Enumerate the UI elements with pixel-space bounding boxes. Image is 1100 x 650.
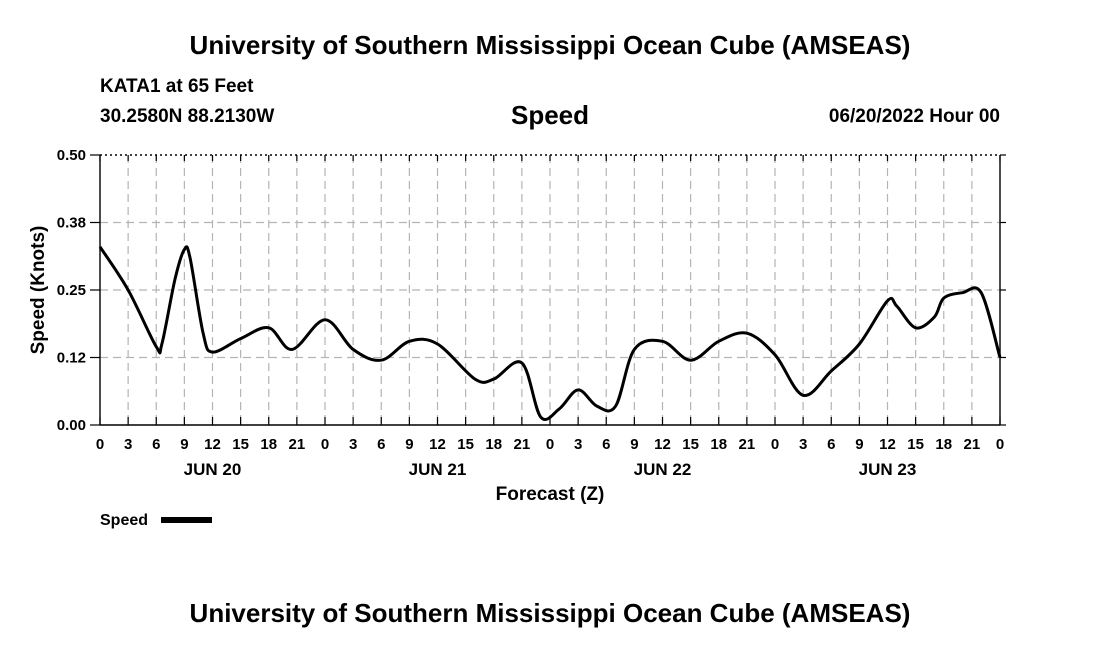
x-tick-label: 12: [429, 436, 446, 453]
y-tick-label: 0.12: [57, 350, 86, 367]
x-tick-label: 9: [180, 436, 188, 453]
x-tick-label: 3: [124, 436, 132, 453]
x-tick-label: 21: [739, 436, 756, 453]
x-tick-label: 3: [799, 436, 807, 453]
x-tick-label: 6: [377, 436, 385, 453]
station-label: KATA1 at 65 Feet: [100, 76, 254, 97]
y-tick-label: 0.38: [57, 215, 86, 232]
x-tick-label: 9: [630, 436, 638, 453]
x-tick-label: 6: [602, 436, 610, 453]
day-label: JUN 22: [634, 460, 692, 479]
x-tick-label: 15: [907, 436, 924, 453]
x-tick-label: 0: [321, 436, 329, 453]
series: [98, 245, 1002, 421]
legend-label: Speed: [100, 512, 148, 529]
day-label: JUN 23: [859, 460, 917, 479]
x-tick-label: 12: [654, 436, 671, 453]
page-title: University of Southern Mississippi Ocean…: [189, 30, 911, 60]
footer-title: University of Southern Mississippi Ocean…: [189, 598, 911, 628]
x-tick-label: 3: [349, 436, 357, 453]
x-tick-label: 21: [964, 436, 981, 453]
x-tick-label: 6: [152, 436, 160, 453]
forecast-date-label: 06/20/2022 Hour 00: [828, 106, 1000, 127]
y-tick-label: 0.00: [57, 417, 86, 434]
x-tick-label: 9: [405, 436, 413, 453]
x-tick-label: 18: [935, 436, 952, 453]
coordinates-label: 30.2580N 88.2130W: [100, 106, 275, 127]
x-tick-label: 18: [710, 436, 727, 453]
x-tick-label: 18: [485, 436, 502, 453]
axes: 0 3 6 9 12 15 18 21 0 3 6 9 12 15 18 21 0 3 6 9 12 15 18 21 0 3 6 9…: [57, 147, 1006, 479]
chart-title: Speed: [510, 100, 590, 130]
speed-series-line: [98, 245, 1002, 421]
x-tick-label: 6: [827, 436, 835, 453]
x-tick-label: 0: [546, 436, 554, 453]
y-axis-title: Speed (Knots): [28, 226, 49, 355]
x-tick-label: 12: [879, 436, 896, 453]
y-tick-label: 0.25: [57, 282, 86, 299]
legend-swatch: [161, 517, 212, 523]
grid: [100, 155, 1000, 425]
day-label: JUN 21: [409, 460, 467, 479]
x-tick-label: 9: [855, 436, 863, 453]
x-tick-label: 0: [996, 436, 1004, 453]
day-label: JUN 20: [184, 460, 242, 479]
x-tick-label: 3: [574, 436, 582, 453]
y-tick-label: 0.50: [57, 147, 86, 164]
x-tick-label: 18: [260, 436, 277, 453]
x-tick-label: 15: [457, 436, 474, 453]
x-tick-label: 15: [682, 436, 699, 453]
x-tick-label: 15: [232, 436, 249, 453]
x-tick-label: 21: [514, 436, 531, 453]
x-tick-label: 0: [96, 436, 104, 453]
x-tick-label: 0: [771, 436, 779, 453]
x-tick-label: 12: [204, 436, 221, 453]
x-axis-title: Forecast (Z): [496, 484, 605, 505]
x-tick-label: 21: [289, 436, 306, 453]
